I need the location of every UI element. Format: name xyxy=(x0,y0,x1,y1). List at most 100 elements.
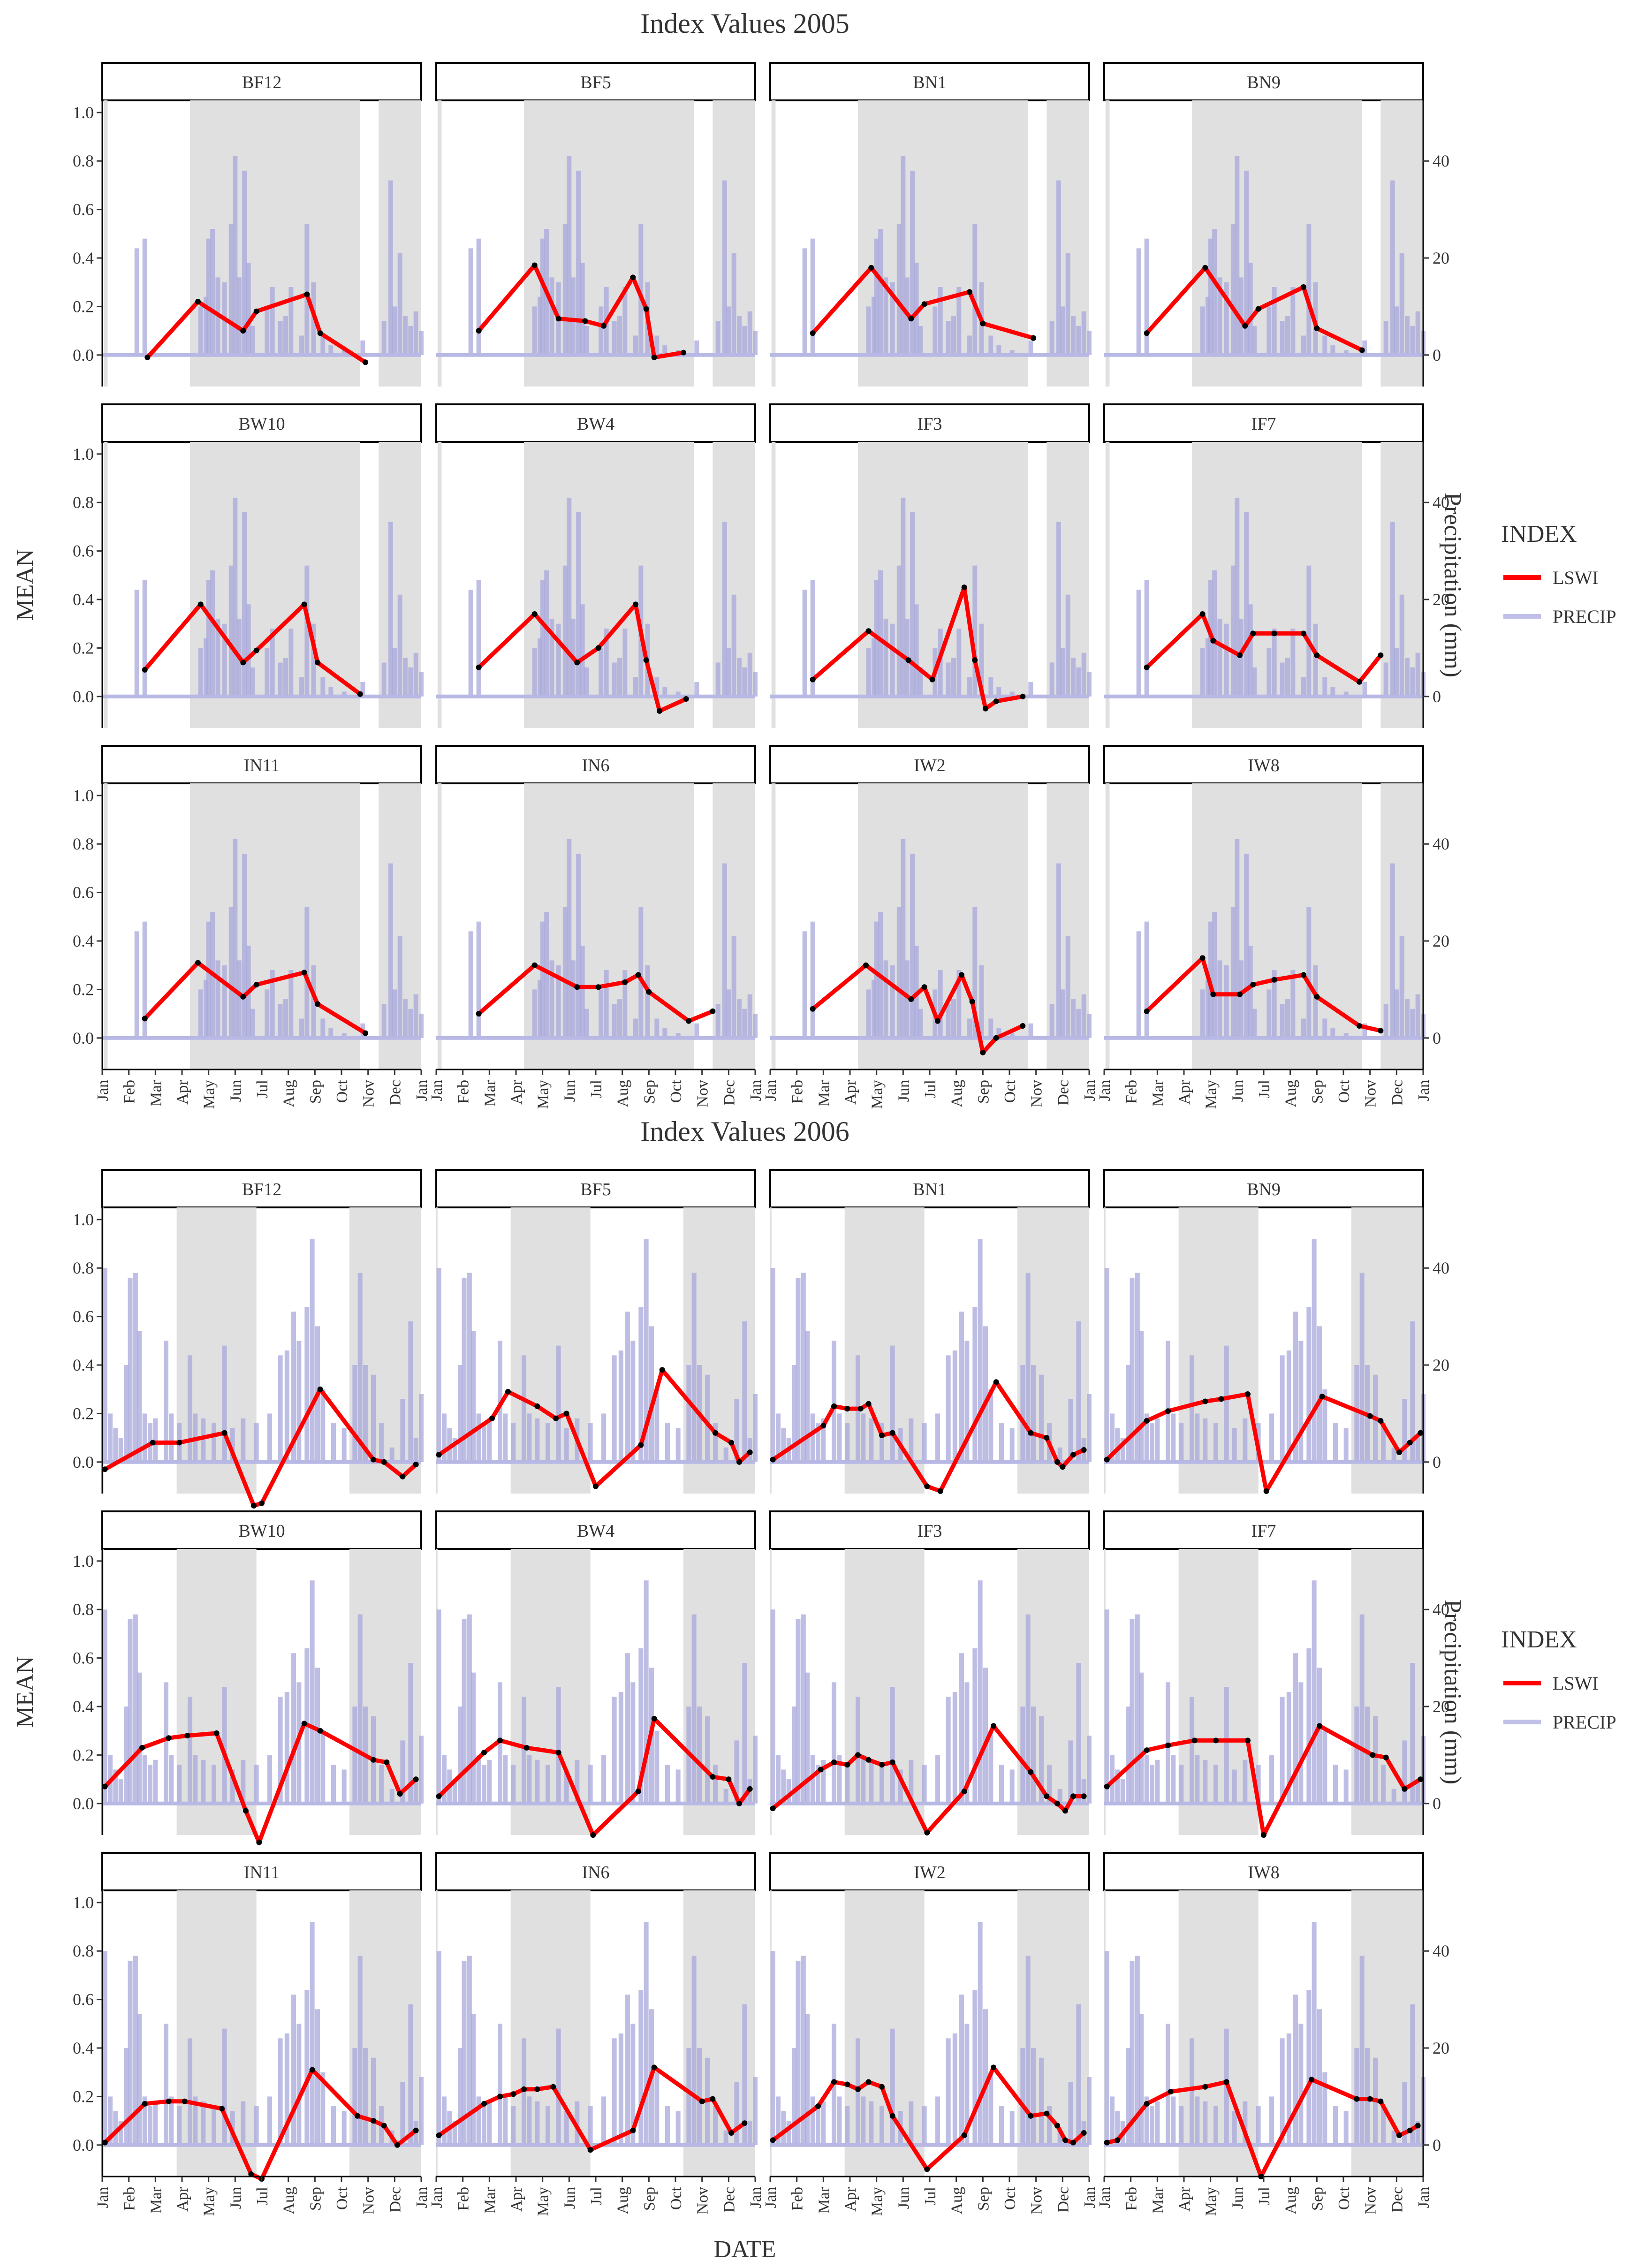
precip-bar xyxy=(1343,350,1349,355)
precip-bar xyxy=(1217,277,1222,355)
precip-bar xyxy=(442,2096,447,2145)
precip-bar xyxy=(1057,2130,1062,2145)
lswi-point xyxy=(371,1757,376,1763)
x-tick-label: Oct xyxy=(1335,2186,1353,2210)
precip-bar xyxy=(742,1662,747,1804)
precip-bar xyxy=(164,1341,168,1462)
precip-bar xyxy=(1256,2106,1261,2145)
precip-bar xyxy=(284,1692,289,1804)
precip-bar xyxy=(1394,989,1399,1038)
precip-bar xyxy=(1235,156,1240,355)
precip-bar xyxy=(979,965,984,1038)
x-tick-label: Nov xyxy=(1028,2187,1046,2215)
lswi-point xyxy=(646,989,652,995)
precip-bar xyxy=(291,1653,296,1804)
precip-bar xyxy=(352,1707,357,1804)
shaded-period xyxy=(190,442,360,728)
precip-bar xyxy=(983,1668,988,1804)
panel-label: IF7 xyxy=(1251,414,1276,434)
precip-bar xyxy=(142,1413,147,1462)
precip-bar xyxy=(1317,1326,1322,1462)
precip-bar xyxy=(880,1765,884,1804)
precip-bar xyxy=(222,623,227,697)
precip-bar xyxy=(770,1951,775,2145)
precip-bar xyxy=(1248,604,1253,697)
precip-bar xyxy=(1359,1956,1365,2145)
precip-bar xyxy=(999,1765,1004,1804)
x-tick-label: Dec xyxy=(1388,2187,1406,2213)
lswi-point xyxy=(574,984,580,990)
lswi-point xyxy=(961,2132,967,2139)
precip-bar xyxy=(1266,306,1272,355)
y2-tick-label: 0 xyxy=(1433,687,1441,706)
y-tick-label: 0.2 xyxy=(73,1745,94,1764)
precip-bar xyxy=(612,1697,617,1804)
precip-bar xyxy=(972,907,978,1038)
lswi-point xyxy=(820,1423,827,1429)
y-tick-label: 1.0 xyxy=(73,103,94,122)
precip-bar xyxy=(413,1438,418,1462)
precip-bar xyxy=(222,2028,227,2145)
precip-bar xyxy=(413,652,418,697)
precip-bar xyxy=(1047,1765,1052,1804)
precip-bar xyxy=(618,1692,623,1804)
precip-bar xyxy=(236,277,242,355)
panel-label: IW8 xyxy=(1248,1863,1280,1882)
precip-bar xyxy=(128,1960,133,2145)
precip-bar xyxy=(1244,170,1249,355)
lswi-point xyxy=(142,667,148,673)
y2-tick-label: 0 xyxy=(1433,346,1441,364)
precip-bar xyxy=(786,2121,791,2145)
precip-bar xyxy=(1235,497,1240,697)
lswi-point xyxy=(1104,2139,1110,2146)
precip-bar xyxy=(222,1345,227,1462)
precip-bar xyxy=(584,667,589,697)
lswi-point xyxy=(1115,2137,1121,2143)
panel-label: IF7 xyxy=(1251,1521,1276,1541)
precip-bar xyxy=(532,648,537,697)
precip-bar xyxy=(1076,1321,1081,1462)
precip-bar xyxy=(562,907,568,1038)
precip-bar xyxy=(604,629,609,697)
precip-bar xyxy=(1256,1765,1261,1804)
lswi-point xyxy=(219,2106,225,2112)
precip-bar xyxy=(498,2024,502,2145)
chart-title-2: Index Values 2006 xyxy=(640,1116,849,1147)
lswi-point xyxy=(651,1715,657,1722)
precip-bar xyxy=(1312,1239,1317,1462)
precip-bar xyxy=(786,1779,791,1804)
precip-bar xyxy=(467,1273,472,1462)
lswi-point xyxy=(905,657,911,663)
precip-bar xyxy=(392,989,397,1038)
precip-bar xyxy=(753,2077,758,2145)
precip-bar xyxy=(654,335,660,355)
y2-tick-label: 40 xyxy=(1433,1600,1449,1619)
lswi-point xyxy=(381,2123,387,2129)
precip-bar xyxy=(866,989,871,1038)
lswi-point xyxy=(967,289,972,295)
lswi-point xyxy=(1378,1028,1384,1034)
precip-bar xyxy=(933,306,938,355)
precip-bar xyxy=(487,1760,492,1804)
precip-bar xyxy=(1330,687,1335,697)
precip-bar xyxy=(278,1355,283,1462)
y-tick-label: 0.4 xyxy=(73,932,94,950)
precip-bar xyxy=(397,253,402,355)
x-tick-label: Apr xyxy=(842,2186,859,2212)
x-tick-label: May xyxy=(535,2187,552,2216)
precip-bar xyxy=(896,224,902,355)
precip-bar xyxy=(802,931,807,1038)
precip-bar xyxy=(1312,1922,1317,2145)
precip-bar xyxy=(320,335,326,355)
precip-bar xyxy=(1293,1653,1298,1804)
precip-bar xyxy=(1285,316,1290,355)
shaded-period xyxy=(524,783,694,1070)
x-tick-label: Jun xyxy=(1229,1080,1246,1102)
precip-bar xyxy=(580,604,585,697)
precip-bar xyxy=(880,1423,884,1462)
precip-bar xyxy=(357,1614,363,1804)
lswi-point xyxy=(1415,2123,1421,2129)
precip-bar xyxy=(341,2111,347,2145)
precip-bar xyxy=(1293,1312,1298,1462)
